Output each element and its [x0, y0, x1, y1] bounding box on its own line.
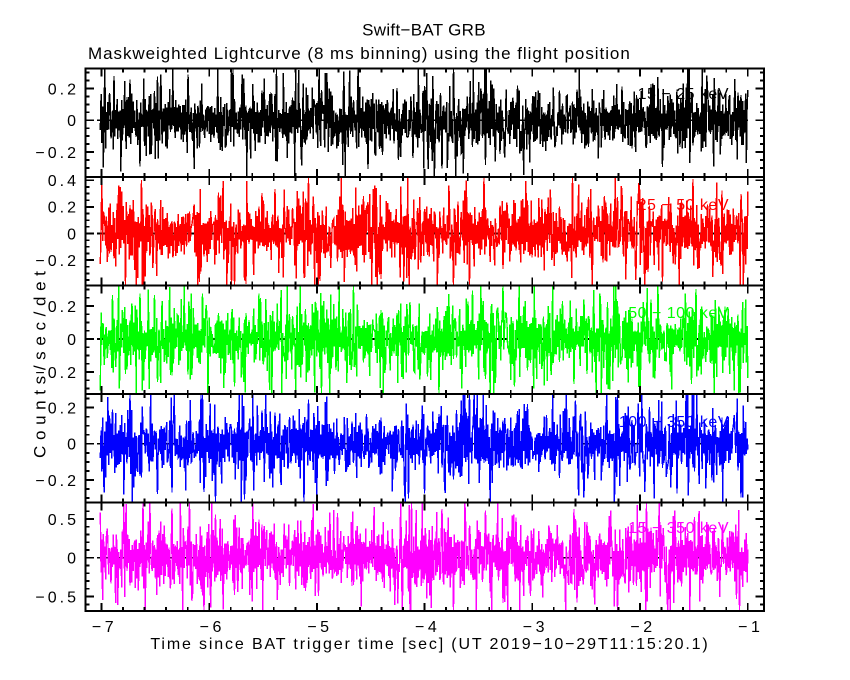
svg-text:0.2: 0.2 [48, 81, 79, 98]
svg-text:−2: −2 [630, 619, 655, 636]
svg-text:Time since BAT trigger time [s: Time since BAT trigger time [sec] (UT 20… [150, 636, 709, 653]
svg-text:Swift−BAT GRB: Swift−BAT GRB [362, 21, 486, 40]
svg-text:Maskweighted Lightcurve (8 ms: Maskweighted Lightcurve (8 ms binning) u… [88, 44, 631, 63]
svg-text:50 − 100 keV: 50 − 100 keV [628, 305, 729, 322]
svg-text:0: 0 [67, 437, 79, 454]
svg-text:25 − 50 keV: 25 − 50 keV [638, 197, 729, 214]
svg-text:−0.2: −0.2 [35, 365, 79, 382]
svg-text:−0.2: −0.2 [35, 253, 79, 270]
svg-text:0.5: 0.5 [48, 512, 79, 529]
svg-text:Counts/sec/det: Counts/sec/det [31, 265, 50, 458]
svg-text:−5: −5 [307, 619, 332, 636]
svg-text:−6: −6 [200, 619, 225, 636]
svg-text:0: 0 [67, 113, 79, 130]
svg-text:15 − 350 keV: 15 − 350 keV [628, 520, 729, 537]
svg-text:−7: −7 [92, 619, 117, 636]
svg-text:0: 0 [67, 551, 79, 568]
svg-text:0: 0 [67, 226, 79, 243]
svg-text:0.2: 0.2 [48, 400, 79, 417]
svg-text:−0.2: −0.2 [35, 145, 79, 162]
svg-text:−3: −3 [523, 619, 548, 636]
svg-text:0.2: 0.2 [48, 200, 79, 217]
svg-text:0.4: 0.4 [48, 173, 79, 190]
svg-text:−4: −4 [415, 619, 440, 636]
svg-text:−0.5: −0.5 [35, 589, 79, 606]
svg-text:0.2: 0.2 [48, 299, 79, 316]
svg-text:−0.2: −0.2 [35, 473, 79, 490]
svg-text:0: 0 [67, 332, 79, 349]
svg-text:−1: −1 [738, 619, 763, 636]
